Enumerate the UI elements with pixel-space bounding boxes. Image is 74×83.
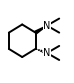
Text: N: N <box>43 21 51 31</box>
Polygon shape <box>35 26 47 34</box>
Text: N: N <box>43 48 51 58</box>
